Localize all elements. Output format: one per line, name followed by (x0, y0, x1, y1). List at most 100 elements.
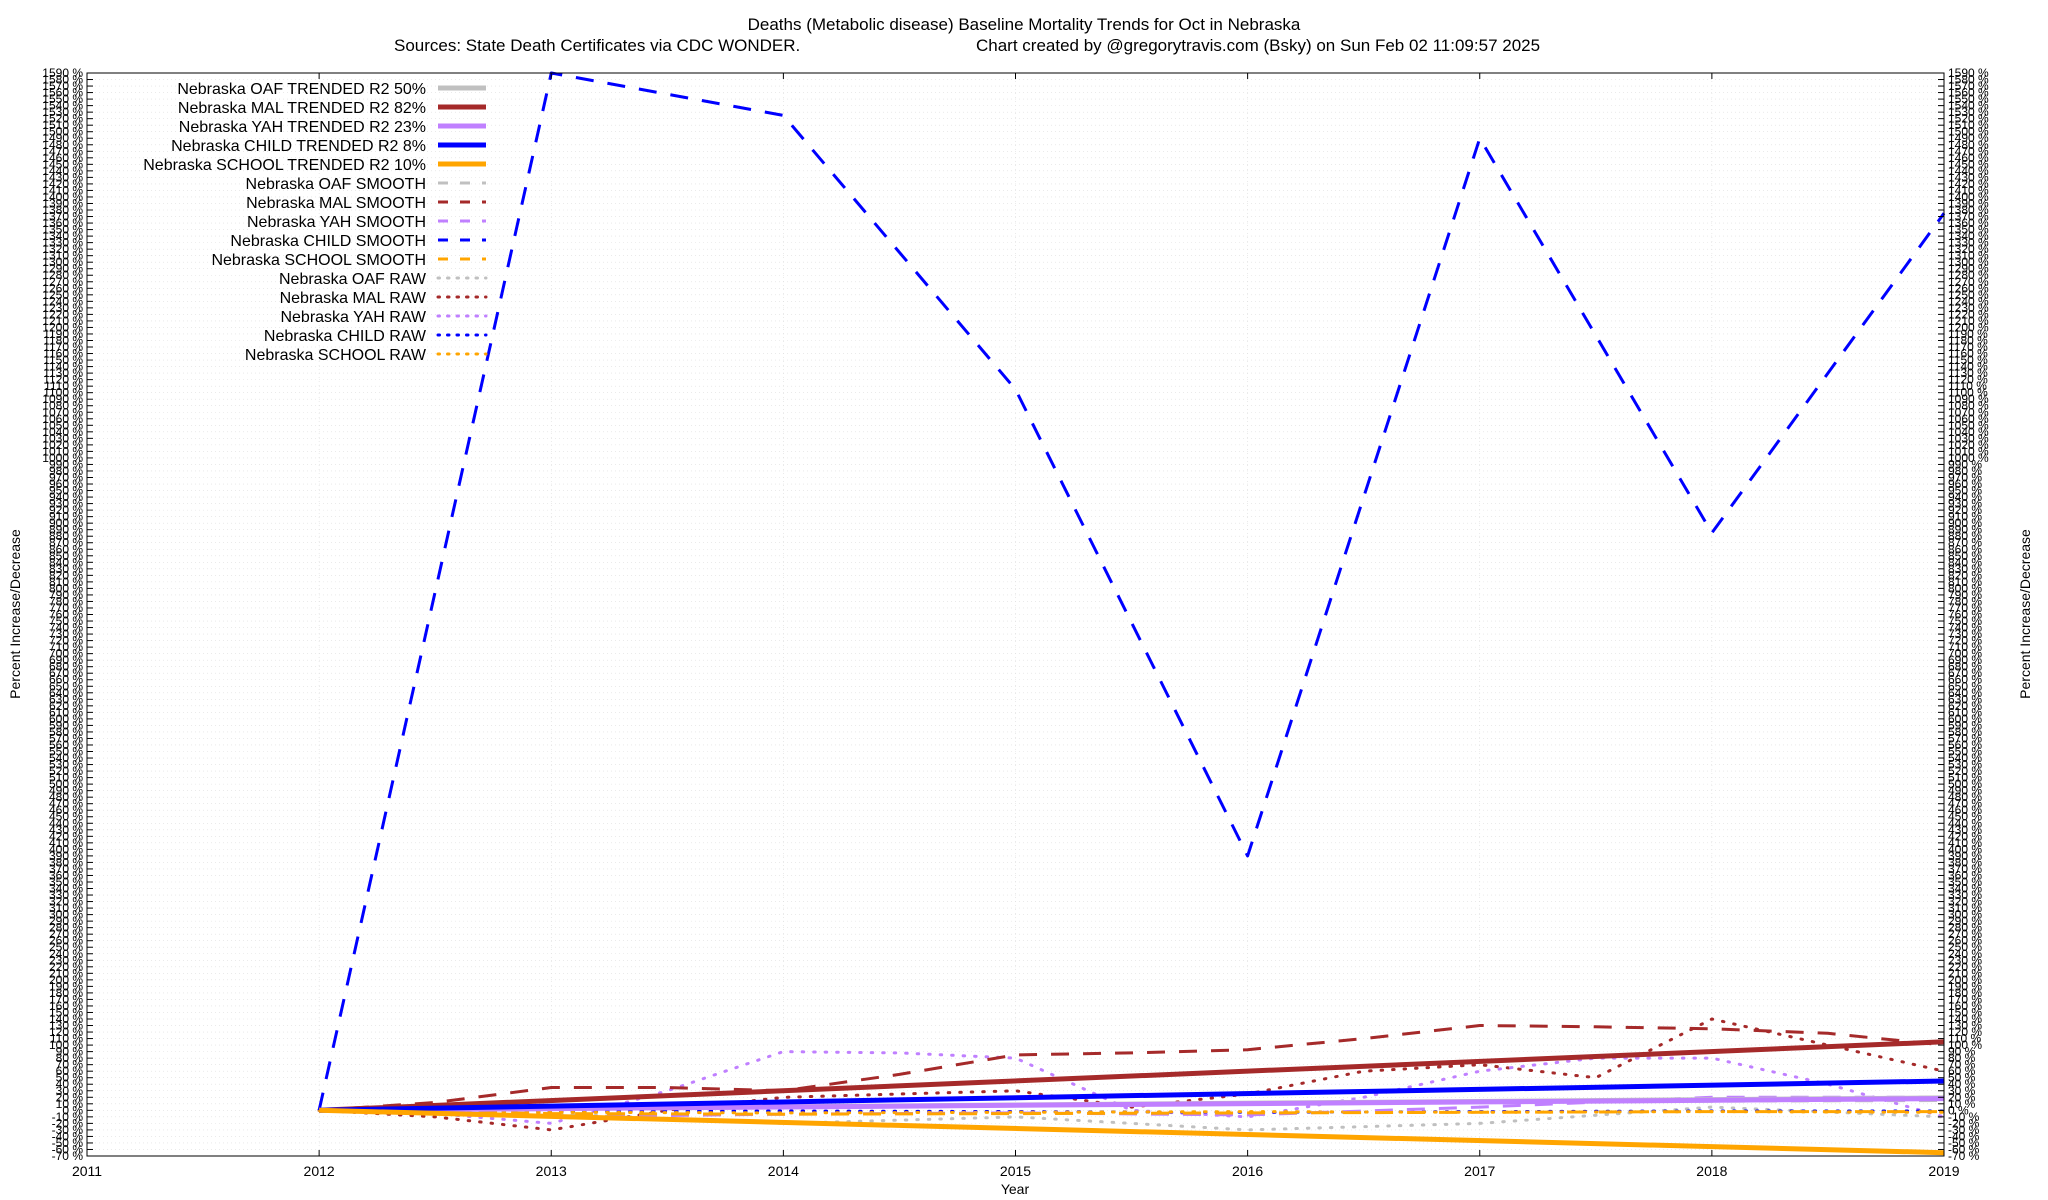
y-tick-label-right: 30 % (1948, 1084, 1976, 1098)
y-tick-label-left: 1000 % (42, 451, 83, 465)
y-tick-label-left: 1290 % (42, 262, 83, 276)
y-tick-label-right: 130 % (1948, 1019, 1982, 1033)
y-tick-label-right: 250 % (1948, 940, 1982, 954)
y-tick-label-left: -30 % (52, 1123, 84, 1137)
y-tick-label-right: 1140 % (1948, 360, 1988, 374)
y-tick-label-left: 950 % (49, 484, 83, 498)
y-tick-label-right: 950 % (1948, 484, 1982, 498)
y-axis-right: -70 %-60 %-50 %-40 %-30 %-20 %-10 %0 %10… (1938, 66, 1989, 1163)
y-tick-label-right: 870 % (1948, 536, 1982, 550)
chart-title: Deaths (Metabolic disease) Baseline Mort… (748, 15, 1301, 34)
y-tick-label-left: 190 % (49, 979, 83, 993)
y-tick-label-right: 1220 % (1948, 307, 1989, 321)
y-tick-label-left: 20 % (56, 1090, 84, 1104)
y-tick-label-right: 510 % (1948, 771, 1982, 785)
y-tick-label-left: 740 % (49, 621, 83, 635)
y-tick-label-left: 1190 % (43, 327, 83, 341)
y-tick-label-left: 1110 % (44, 379, 83, 393)
y-tick-label-right: 970 % (1948, 470, 1982, 484)
y-tick-label-right: 540 % (1948, 751, 1982, 765)
y-tick-label-left: 370 % (49, 862, 83, 876)
y-tick-label-left: 670 % (49, 666, 83, 680)
series-line (317, 71, 1946, 1111)
y-tick-label-right: 1550 % (1948, 92, 1989, 106)
y-tick-label-right: 1420 % (1948, 177, 1989, 191)
y-tick-label-right: 560 % (1948, 738, 1982, 752)
y-tick-label-left: 1130 % (43, 366, 83, 380)
y-tick-label-right: 1480 % (1948, 138, 1989, 152)
y-tick-label-right: -30 % (1948, 1123, 1980, 1137)
y-tick-label-right: -50 % (1948, 1136, 1980, 1150)
y-tick-label-right: 900 % (1948, 516, 1982, 530)
y-tick-label-left: 930 % (49, 497, 83, 511)
y-tick-label-left: 260 % (49, 934, 83, 948)
y-tick-label-right: 220 % (1948, 960, 1982, 974)
y-tick-label-left: 1490 % (42, 131, 83, 145)
y-tick-label-right: 1000 % (1948, 451, 1989, 465)
y-tick-label-right: 280 % (1948, 921, 1982, 935)
y-tick-label-right: 890 % (1948, 523, 1982, 537)
y-tick-label-left: 110 % (50, 1032, 83, 1046)
y-tick-label-left: 1530 % (42, 105, 83, 119)
y-tick-label-left: 180 % (49, 986, 83, 1000)
series-line (318, 1024, 1945, 1112)
y-tick-label-left: 1150 % (43, 353, 83, 367)
y-tick-label-left: 170 % (49, 992, 83, 1006)
y-tick-label-left: 1330 % (42, 236, 83, 250)
y-tick-label-right: 920 % (1948, 503, 1982, 517)
y-tick-label-right: 1030 % (1948, 431, 1989, 445)
y-tick-label-right: 1070 % (1948, 405, 1989, 419)
y-tick-label-left: 1350 % (42, 223, 83, 237)
y-tick-label-right: 380 % (1948, 855, 1982, 869)
y-axis-title-left: Percent Increase/Decrease (7, 529, 23, 699)
y-tick-label-right: 1360 % (1948, 216, 1989, 230)
y-tick-label-right: 1300 % (1948, 255, 1989, 269)
y-tick-label-left: 1560 % (42, 86, 83, 100)
y-tick-label-left: 400 % (49, 842, 83, 856)
y-tick-label-right: 790 % (1948, 588, 1982, 602)
y-tick-label-left: 1160 % (43, 347, 83, 361)
y-tick-label-left: 1460 % (42, 151, 83, 165)
y-tick-label-right: 800 % (1948, 581, 1982, 595)
y-tick-label-left: 970 % (49, 470, 83, 484)
y-tick-label-left: 1580 % (42, 73, 83, 87)
y-tick-label-left: -60 % (52, 1142, 84, 1156)
y-tick-label-right: 590 % (1948, 718, 1982, 732)
y-tick-label-right: 150 % (1948, 1005, 1982, 1019)
y-tick-label-left: 1060 % (42, 412, 83, 426)
y-tick-label-left: 720 % (49, 634, 83, 648)
y-tick-label-right: 1280 % (1948, 268, 1989, 282)
y-tick-label-right: 1590 % (1948, 66, 1989, 80)
y-tick-label-left: 550 % (49, 745, 83, 759)
x-tick-label: 2015 (1000, 1163, 1031, 1179)
y-tick-label-left: 800 % (49, 581, 83, 595)
y-tick-label-right: 640 % (1948, 686, 1982, 700)
x-axis: 2011 2012 2013 2014 2015 2016 2017 2018 2019 (72, 73, 1960, 1179)
y-tick-label-left: 460 % (49, 803, 83, 817)
y-tick-label-left: 120 % (49, 1025, 83, 1039)
y-tick-label-right: 1170 % (1948, 340, 1988, 354)
y-tick-label-left: -20 % (52, 1116, 84, 1130)
x-tick-label: 2011 (72, 1163, 102, 1179)
y-tick-label-left: 1180 % (43, 333, 83, 347)
x-tick-label: 2012 (304, 1163, 335, 1179)
y-tick-label-left: 870 % (49, 536, 83, 550)
y-tick-label-right: 120 % (1948, 1025, 1982, 1039)
y-tick-label-right: -60 % (1948, 1142, 1980, 1156)
y-tick-label-left: 10 % (56, 1097, 84, 1111)
y-tick-label-right: 1580 % (1948, 73, 1989, 87)
y-tick-label-right: 1080 % (1948, 399, 1989, 413)
y-tick-label-right: 760 % (1948, 608, 1982, 622)
y-tick-label-left: 1030 % (42, 431, 83, 445)
y-tick-label-right: 80 % (1948, 1051, 1976, 1065)
y-tick-label-left: 1240 % (42, 294, 83, 308)
x-tick-label: 2018 (1696, 1163, 1727, 1179)
y-tick-label-left: 1230 % (42, 301, 83, 315)
y-tick-label-right: 840 % (1948, 555, 1982, 569)
y-tick-label-left: 590 % (49, 718, 83, 732)
y-tick-label-right: 200 % (1948, 973, 1982, 987)
legend-entry-label: Nebraska SCHOOL TRENDED R2 10% (143, 157, 426, 174)
y-tick-label-right: 1450 % (1948, 157, 1989, 171)
legend-entry-label: Nebraska YAH RAW (280, 309, 426, 326)
